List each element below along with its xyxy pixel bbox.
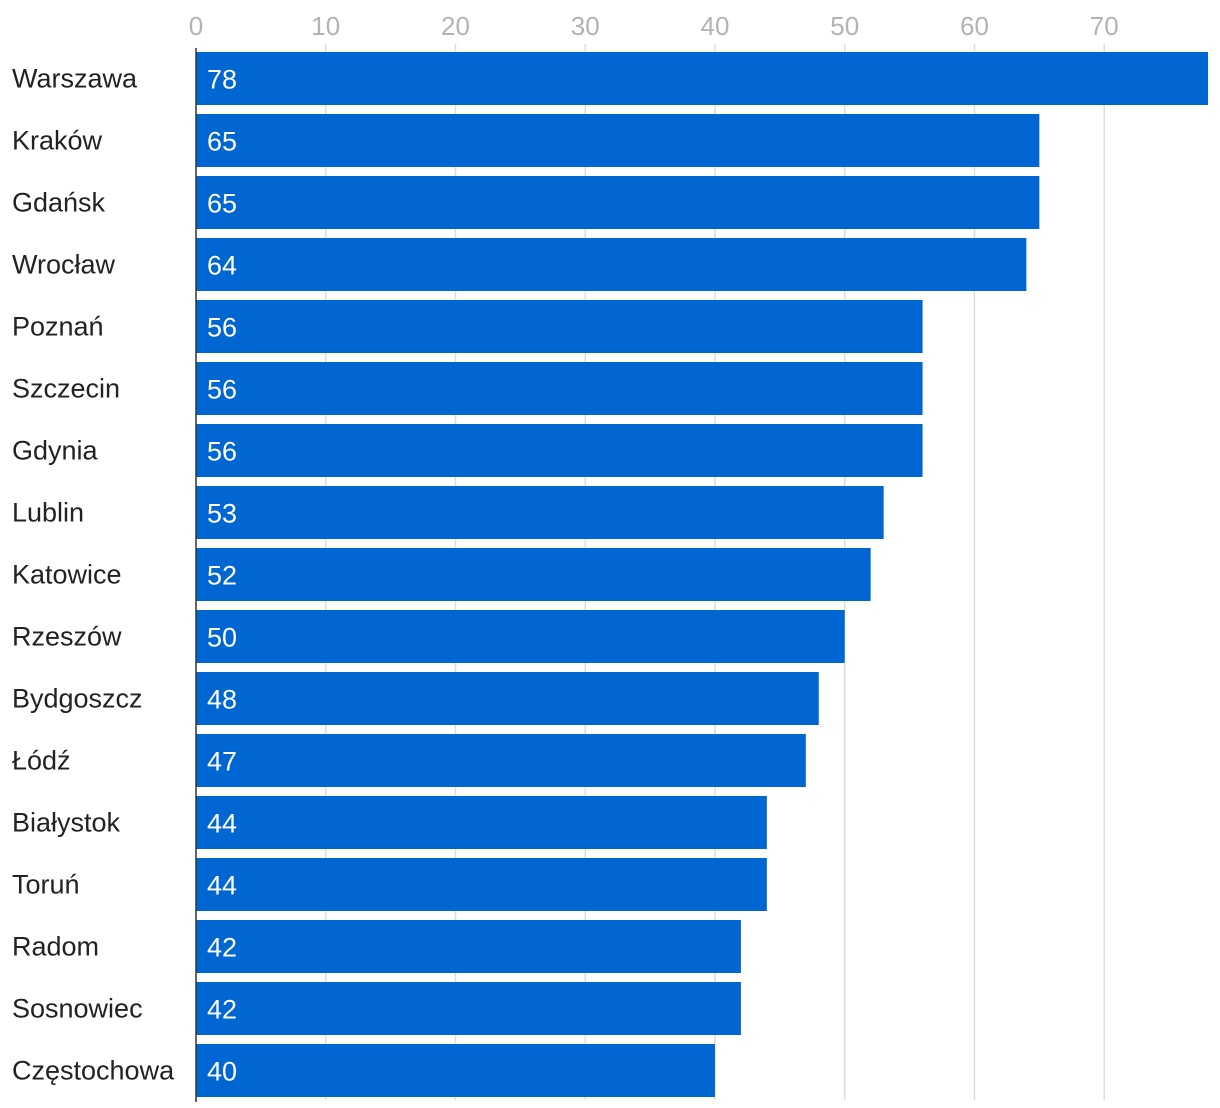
- category-label-poznan: Poznań: [12, 312, 104, 342]
- x-tick-label-10: 10: [311, 11, 340, 41]
- value-label-gdynia: 56: [207, 437, 237, 467]
- category-label-lodz: Łódź: [12, 746, 71, 776]
- category-label-sosnowiec: Sosnowiec: [12, 994, 143, 1024]
- value-label-lodz: 47: [207, 747, 237, 777]
- category-label-gdynia: Gdynia: [12, 436, 99, 466]
- bar-poznan: [196, 300, 923, 353]
- bar-radom: [196, 920, 741, 973]
- bar-bialystok: [196, 796, 767, 849]
- value-label-warszawa: 78: [207, 65, 237, 95]
- bar-szczecin: [196, 362, 923, 415]
- bars: 78 65 65 64 56 56 56 53 52 50 48 47 44 44 42 42 40: [196, 52, 1208, 1097]
- x-tick-label-0: 0: [189, 11, 203, 41]
- category-labels: Warszawa Kraków Gdańsk Wrocław Poznań Szczeci…: [12, 64, 175, 1086]
- category-label-torun: Toruń: [12, 870, 80, 900]
- value-label-katowice: 52: [207, 561, 237, 591]
- category-label-czestochowa: Częstochowa: [12, 1056, 175, 1086]
- category-label-wroclaw: Wrocław: [12, 250, 116, 280]
- category-label-bydgoszcz: Bydgoszcz: [12, 684, 143, 714]
- value-label-bydgoszcz: 48: [207, 685, 237, 715]
- value-label-rzeszow: 50: [207, 623, 237, 653]
- value-label-krakow: 65: [207, 127, 237, 157]
- category-label-bialystok: Białystok: [12, 808, 121, 838]
- category-label-radom: Radom: [12, 932, 99, 962]
- value-label-czestochowa: 40: [207, 1057, 237, 1087]
- value-label-wroclaw: 64: [207, 251, 237, 281]
- category-label-lublin: Lublin: [12, 498, 84, 528]
- value-label-sosnowiec: 42: [207, 995, 237, 1025]
- bar-gdansk: [196, 176, 1040, 229]
- category-label-krakow: Kraków: [12, 126, 103, 156]
- x-tick-label-20: 20: [441, 11, 470, 41]
- x-tick-label-70: 70: [1090, 11, 1119, 41]
- category-label-gdansk: Gdańsk: [12, 188, 106, 218]
- value-label-gdansk: 65: [207, 189, 237, 219]
- bar-gdynia: [196, 424, 923, 477]
- bar-wroclaw: [196, 238, 1027, 291]
- x-tick-label-60: 60: [960, 11, 989, 41]
- category-label-katowice: Katowice: [12, 560, 122, 590]
- value-label-poznan: 56: [207, 313, 237, 343]
- x-tick-label-30: 30: [571, 11, 600, 41]
- bar-rzeszow: [196, 610, 845, 663]
- bar-czestochowa: [196, 1044, 715, 1097]
- x-tick-label-50: 50: [830, 11, 859, 41]
- category-label-warszawa: Warszawa: [12, 64, 138, 94]
- value-label-torun: 44: [207, 871, 237, 901]
- bar-katowice: [196, 548, 871, 601]
- category-label-rzeszow: Rzeszów: [12, 622, 122, 652]
- bar-warszawa: [196, 52, 1208, 105]
- bar-sosnowiec: [196, 982, 741, 1035]
- value-label-bialystok: 44: [207, 809, 237, 839]
- value-label-radom: 42: [207, 933, 237, 963]
- bar-torun: [196, 858, 767, 911]
- value-label-szczecin: 56: [207, 375, 237, 405]
- x-axis-ticks: 0 10 20 30 40 50 60 70: [189, 11, 1119, 41]
- bar-bydgoszcz: [196, 672, 819, 725]
- category-label-szczecin: Szczecin: [12, 374, 120, 404]
- bar-krakow: [196, 114, 1040, 167]
- bar-lublin: [196, 486, 884, 539]
- x-tick-label-40: 40: [701, 11, 730, 41]
- bar-lodz: [196, 734, 806, 787]
- value-label-lublin: 53: [207, 499, 237, 529]
